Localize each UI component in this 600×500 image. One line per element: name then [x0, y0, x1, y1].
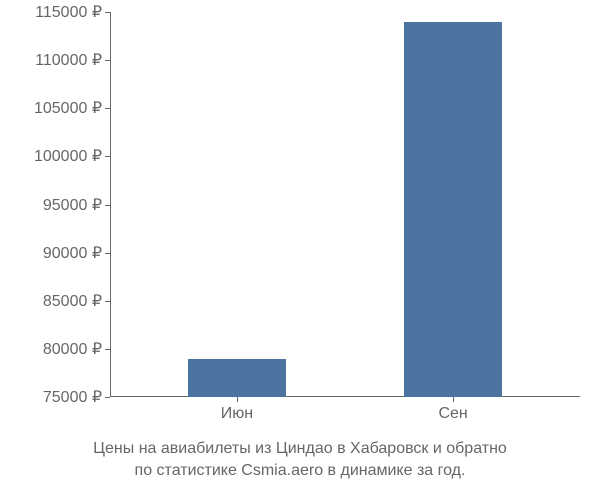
bar — [404, 22, 503, 397]
y-tick-label: 95000 ₽ — [43, 195, 110, 215]
chart-caption: Цены на авиабилеты из Циндао в Хабаровск… — [0, 438, 600, 481]
y-tick-label: 90000 ₽ — [43, 243, 110, 263]
bar — [188, 359, 287, 398]
y-tick-label: 80000 ₽ — [43, 339, 110, 359]
caption-line-1: Цены на авиабилеты из Циндао в Хабаровск… — [0, 438, 600, 460]
x-axis-line — [110, 396, 580, 397]
y-axis-line — [110, 12, 111, 397]
caption-line-2: по статистике Csmia.aero в динамике за г… — [0, 460, 600, 482]
y-tick-label: 110000 ₽ — [35, 50, 110, 70]
y-tick-label: 115000 ₽ — [35, 2, 110, 22]
y-tick-label: 75000 ₽ — [43, 387, 110, 407]
y-tick-label: 100000 ₽ — [34, 146, 110, 166]
x-tick-label: Июн — [221, 397, 253, 423]
price-bar-chart: 75000 ₽ 80000 ₽ 85000 ₽ 90000 ₽ 95000 ₽ 10000… — [0, 0, 600, 500]
x-tick-label: Сен — [438, 397, 467, 423]
y-tick-label: 85000 ₽ — [43, 291, 110, 311]
y-tick-label: 105000 ₽ — [34, 98, 110, 118]
plot-area: 75000 ₽80000 ₽85000 ₽90000 ₽95000 ₽10000… — [110, 12, 580, 397]
